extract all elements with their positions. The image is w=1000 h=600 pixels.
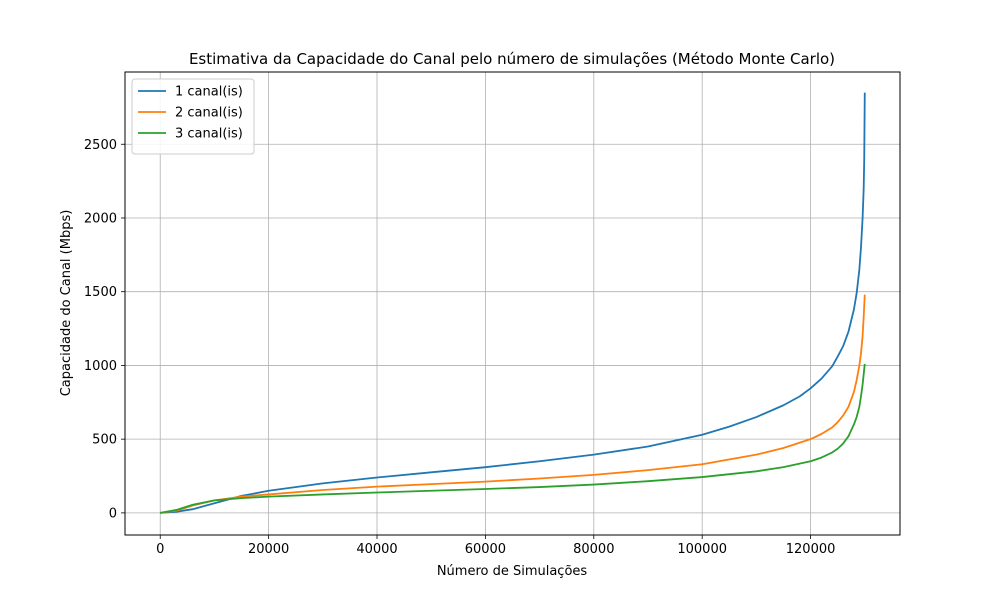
y-tick-label: 2500 [84,138,117,153]
x-axis-label: Número de Simulações [437,564,588,579]
x-axis-ticks: 0 20000 40000 60000 80000 100000 120000 [156,535,835,557]
x-tick-label: 40000 [356,542,397,557]
x-tick-label: 120000 [786,542,836,557]
chart-title: Estimativa da Capacidade do Canal pelo n… [189,50,835,68]
y-axis-ticks: 0 500 1000 1500 2000 2500 [84,138,125,521]
y-tick-label: 500 [92,433,117,448]
series-lines [160,92,866,514]
y-tick-label: 2000 [84,211,117,226]
y-tick-label: 0 [109,506,117,521]
x-tick-label: 0 [156,542,164,557]
legend-label-2: 2 canal(is) [175,106,243,121]
series-line-3 [160,363,866,514]
legend-box [131,78,255,155]
plot-frame [124,71,901,536]
y-tick-label: 1000 [84,359,117,374]
series-line-2 [160,294,866,514]
x-tick-label: 60000 [465,542,506,557]
legend-label-3: 3 canal(is) [175,127,243,142]
y-axis-label: Capacidade do Canal (Mbps) [59,210,74,397]
legend: 1 canal(is) 2 canal(is) 3 canal(is) [131,78,255,155]
legend-label-1: 1 canal(is) [175,85,243,100]
y-tick-label: 1500 [84,285,117,300]
grid [125,72,900,535]
series-line-1 [160,92,866,514]
x-tick-label: 20000 [248,542,289,557]
x-tick-label: 100000 [677,542,727,557]
x-tick-label: 80000 [573,542,614,557]
